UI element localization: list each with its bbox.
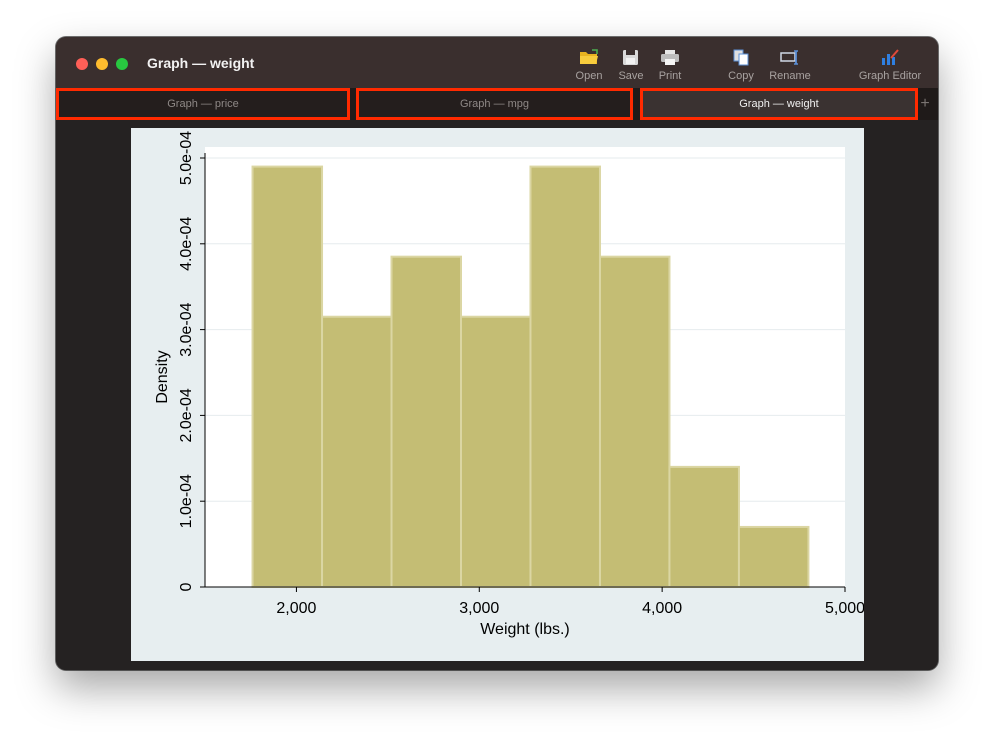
y-tick-label: 1.0e-04 xyxy=(178,474,195,528)
tab-highlight-box xyxy=(356,88,633,120)
window-title: Graph — weight xyxy=(147,55,255,71)
tab-graph-mpg[interactable]: Graph — mpg xyxy=(356,88,633,120)
minimize-window-button[interactable] xyxy=(96,58,108,70)
x-tick-label: 4,000 xyxy=(642,600,682,617)
y-tick-label: 5.0e-04 xyxy=(178,131,195,185)
graph-window: Graph — weight Open Save Print xyxy=(56,37,938,670)
title-bar: Graph — weight Open Save Print xyxy=(56,37,938,88)
x-tick-label: 5,000 xyxy=(825,600,864,617)
y-axis-title: Density xyxy=(154,350,171,403)
histogram-bar xyxy=(460,315,532,588)
y-tick-label: 0 xyxy=(178,582,195,591)
histogram-bar xyxy=(390,255,462,588)
add-tab-button[interactable]: + xyxy=(920,95,930,112)
close-window-button[interactable] xyxy=(76,58,88,70)
histogram-bar xyxy=(737,525,810,589)
histogram-bar xyxy=(251,165,324,589)
floppy-disk-icon xyxy=(623,50,638,65)
zoom-window-button[interactable] xyxy=(116,58,128,70)
tab-highlight-box xyxy=(56,88,350,120)
save-button[interactable]: Save xyxy=(601,49,661,82)
folder-icon xyxy=(580,49,598,64)
graph-editor-button[interactable]: Graph Editor xyxy=(848,49,932,82)
x-axis-title: Weight (lbs.) xyxy=(480,621,570,638)
copy-icon xyxy=(733,49,749,66)
tab-bar: Graph — price Graph — mpg Graph — weight… xyxy=(56,88,938,120)
tab-highlight-box xyxy=(640,88,918,120)
tab-graph-weight[interactable]: Graph — weight xyxy=(640,88,918,120)
y-tick-label: 2.0e-04 xyxy=(178,388,195,442)
graph-content-area: 0 1.0e-04 2.0e-04 3.0e-04 4.0e-04 5.0e-04 2,00… xyxy=(56,120,938,670)
rename-button[interactable]: Rename xyxy=(760,49,820,82)
histogram-bar xyxy=(668,465,740,589)
tab-graph-price[interactable]: Graph — price xyxy=(56,88,350,120)
y-tick-label: 3.0e-04 xyxy=(178,302,195,356)
histogram-graph: 0 1.0e-04 2.0e-04 3.0e-04 4.0e-04 5.0e-04 2,00… xyxy=(131,128,865,661)
print-button[interactable]: Print xyxy=(640,49,700,82)
histogram-bar xyxy=(529,165,601,589)
open-button[interactable]: Open xyxy=(559,49,619,82)
copy-button[interactable]: Copy xyxy=(711,49,771,82)
graph-editor-icon xyxy=(882,49,899,65)
x-tick-label: 3,000 xyxy=(459,600,499,617)
x-tick-label: 2,000 xyxy=(276,600,316,617)
histogram-bar xyxy=(598,255,671,588)
rename-icon xyxy=(780,50,798,65)
printer-icon xyxy=(661,50,679,65)
histogram-bar xyxy=(321,315,393,588)
y-tick-label: 4.0e-04 xyxy=(178,217,195,271)
histogram-chart: 0 1.0e-04 2.0e-04 3.0e-04 4.0e-04 5.0e-04 2,00… xyxy=(131,128,865,661)
